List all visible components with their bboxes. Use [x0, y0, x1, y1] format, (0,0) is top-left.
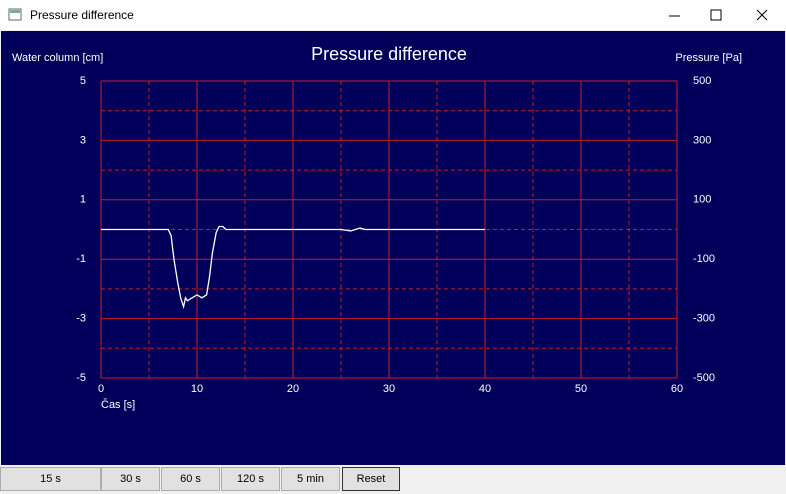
x-tick-label: 0 — [98, 383, 104, 395]
button[interactable] — [221, 467, 280, 491]
y-tick-label: -1 — [76, 253, 86, 265]
y2-axis-label: Pressure [Pa] — [675, 52, 742, 64]
window-title: Pressure difference — [30, 8, 134, 22]
x-axis-label: Čas [s] — [101, 398, 135, 411]
button-label[interactable]: Reset — [357, 473, 386, 485]
chart-background — [1, 31, 785, 465]
button[interactable] — [0, 467, 101, 491]
y2-tick-label: -100 — [693, 253, 715, 265]
y-tick-label: 3 — [80, 134, 86, 146]
y-tick-label: -3 — [76, 313, 86, 325]
app-icon-bar — [10, 10, 20, 13]
x-tick-label: 10 — [191, 383, 203, 395]
x-tick-label: 30 — [383, 383, 395, 395]
maximize-button[interactable] — [710, 9, 722, 21]
button-label[interactable]: 5 min — [297, 473, 324, 485]
y-axis-label: Water column [cm] — [12, 52, 103, 64]
button[interactable] — [161, 467, 220, 491]
x-tick-label: 60 — [671, 383, 683, 395]
y-tick-label: 5 — [80, 75, 86, 87]
y2-tick-label: -300 — [693, 313, 715, 325]
x-tick-label: 20 — [287, 383, 299, 395]
app-icon — [8, 8, 22, 21]
y2-tick-label: 500 — [693, 75, 711, 87]
y-tick-label: 1 — [80, 194, 86, 206]
button-label[interactable]: 120 s — [237, 473, 264, 485]
button-label[interactable]: 30 s — [120, 473, 141, 485]
title-bar — [0, 0, 786, 30]
y2-tick-label: 100 — [693, 194, 711, 206]
chart: Pressure difference Water column [cm] Pr… — [12, 44, 742, 411]
button[interactable] — [342, 467, 400, 491]
button[interactable] — [281, 467, 340, 491]
x-tick-label: 50 — [575, 383, 587, 395]
button-label[interactable]: 60 s — [180, 473, 201, 485]
chart-title: Pressure difference — [311, 44, 467, 64]
button[interactable] — [101, 467, 160, 491]
y2-tick-label: 300 — [693, 134, 711, 146]
button-bar: 15 s 30 s 60 s 120 s 5 min Reset — [0, 467, 400, 491]
data-line — [101, 225, 485, 310]
x-tick-label: 40 — [479, 383, 491, 395]
close-button[interactable] — [756, 9, 768, 21]
y2-tick-label: -500 — [693, 372, 715, 384]
y-tick-label: -5 — [76, 372, 86, 384]
button-label[interactable]: 15 s — [40, 473, 61, 485]
